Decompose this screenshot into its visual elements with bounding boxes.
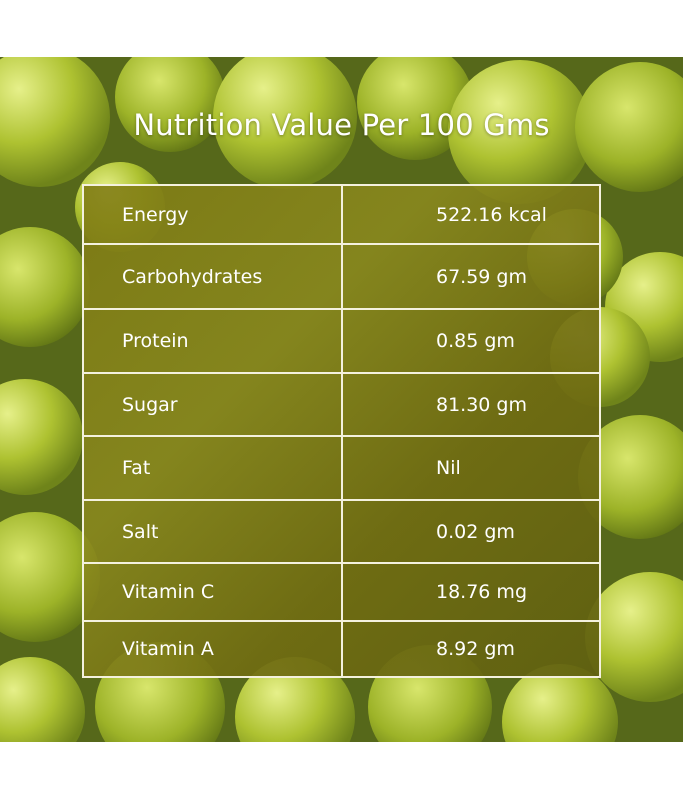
table-row: Energy 522.16 kcal <box>84 186 599 243</box>
nutrient-value: 81.30 gm <box>436 393 528 416</box>
column-divider <box>341 186 343 676</box>
nutrient-value: 8.92 gm <box>436 638 515 660</box>
nutrient-label: Protein <box>122 330 189 352</box>
nutrient-label: Salt <box>122 520 159 543</box>
nutrient-label: Carbohydrates <box>122 265 263 288</box>
nutrient-label: Vitamin C <box>122 581 215 603</box>
nutrient-value: Nil <box>436 457 461 479</box>
nutrient-value: 0.85 gm <box>436 330 515 352</box>
nutrient-value: 67.59 gm <box>436 265 528 288</box>
nutrient-label: Sugar <box>122 393 178 416</box>
table-row: Salt 0.02 gm <box>84 499 599 562</box>
table-row: Vitamin C 18.76 mg <box>84 562 599 620</box>
table-row: Fat Nil <box>84 435 599 499</box>
nutrient-value: 0.02 gm <box>436 520 515 543</box>
nutrient-label: Fat <box>122 457 151 479</box>
table-row: Vitamin A 8.92 gm <box>84 620 599 676</box>
table-row: Sugar 81.30 gm <box>84 372 599 435</box>
page-title: Nutrition Value Per 100 Gms <box>133 108 550 142</box>
nutrient-value: 18.76 mg <box>436 581 528 603</box>
nutrient-label: Vitamin A <box>122 638 214 660</box>
nutrient-label: Energy <box>122 203 189 226</box>
nutrition-table: Energy 522.16 kcal Carbohydrates 67.59 g… <box>82 184 601 678</box>
table-row: Carbohydrates 67.59 gm <box>84 243 599 308</box>
nutrient-value: 522.16 kcal <box>436 203 547 226</box>
table-row: Protein 0.85 gm <box>84 308 599 372</box>
